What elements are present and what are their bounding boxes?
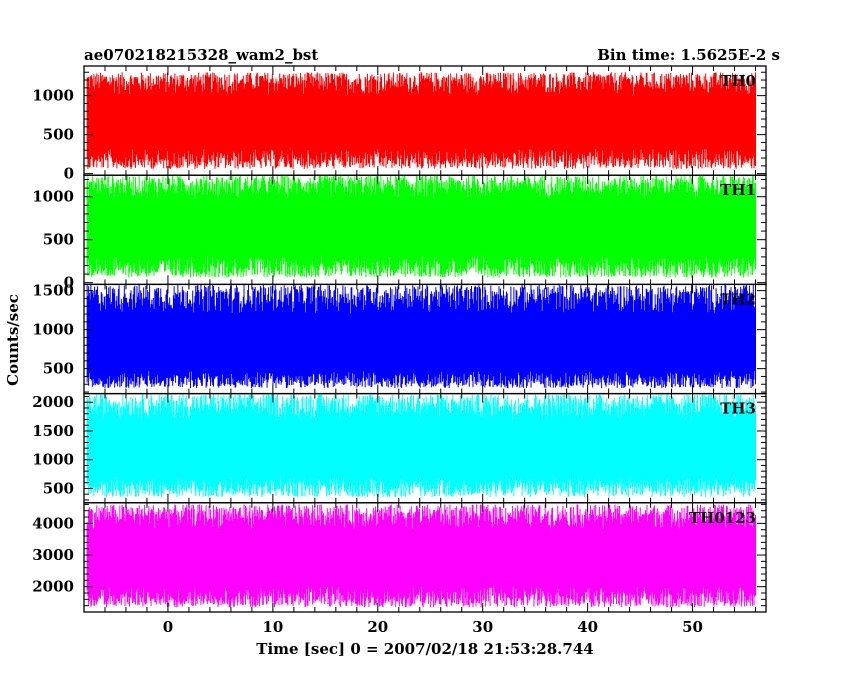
y-tick-label: 1000: [32, 188, 74, 206]
panel-th3: 500 1000 1500 2000 TH3: [32, 392, 767, 504]
y-tick-label: 500: [43, 360, 74, 378]
x-tick-label: 50: [682, 618, 703, 636]
y-tick-label: 500: [43, 479, 74, 497]
y-tick-label: 2000: [32, 578, 74, 596]
x-axis: 0 10 20 30 40 50: [163, 618, 703, 636]
x-tick-label: 20: [367, 618, 388, 636]
x-tick-label: 10: [262, 618, 283, 636]
series-th3: [86, 393, 757, 498]
y-tick-label: 1500: [32, 282, 74, 300]
y-tick-label: 1000: [32, 451, 74, 469]
panel-th0: 0 500 1000 TH0: [32, 65, 767, 183]
panel-frame: [83, 502, 767, 613]
y-tick-label: 4000: [32, 514, 74, 532]
chart-title: ae070218215328_wam2_bst: [84, 46, 318, 64]
y-tick-label: 1000: [32, 321, 74, 339]
bin-time-label: Bin time: 1.5625E-2 s: [597, 46, 780, 64]
panel-label: TH0: [720, 72, 756, 90]
series-th0123: [86, 504, 757, 608]
panel-th2: 500 1000 1500 TH2: [32, 282, 767, 395]
y-tick-label: 0: [64, 274, 74, 292]
panel-label: TH2: [720, 290, 756, 308]
y-tick-label: 500: [43, 231, 74, 249]
y-tick-label: 1500: [32, 422, 74, 440]
x-tick-label: 0: [163, 618, 173, 636]
panel-label: TH1: [720, 181, 756, 199]
series-th0: [86, 72, 757, 169]
y-axis-label: Counts/sec: [4, 294, 22, 386]
y-tick-label: 2000: [32, 393, 74, 411]
panels-group: 0 500 1000 TH0 0 500 1000 TH1 500 1000 1500 TH2 500 1…: [32, 65, 767, 613]
x-tick-label: 30: [472, 618, 493, 636]
x-tick-label: 40: [577, 618, 598, 636]
x-axis-label: Time [sec] 0 = 2007/02/18 21:53:28.744: [256, 640, 593, 658]
y-tick-label: 3000: [32, 546, 74, 564]
series-th2: [86, 284, 757, 389]
panel-label: TH3: [720, 400, 756, 418]
y-tick-label: 1000: [32, 87, 74, 105]
series-th1: [86, 175, 757, 278]
panel-label: TH0123: [689, 509, 756, 527]
y-tick-label: 0: [64, 165, 74, 183]
panel-th1: 0 500 1000 TH1: [32, 174, 767, 292]
y-tick-label: 500: [43, 126, 74, 144]
panel-th0123: 2000 3000 4000 TH0123: [32, 502, 767, 613]
